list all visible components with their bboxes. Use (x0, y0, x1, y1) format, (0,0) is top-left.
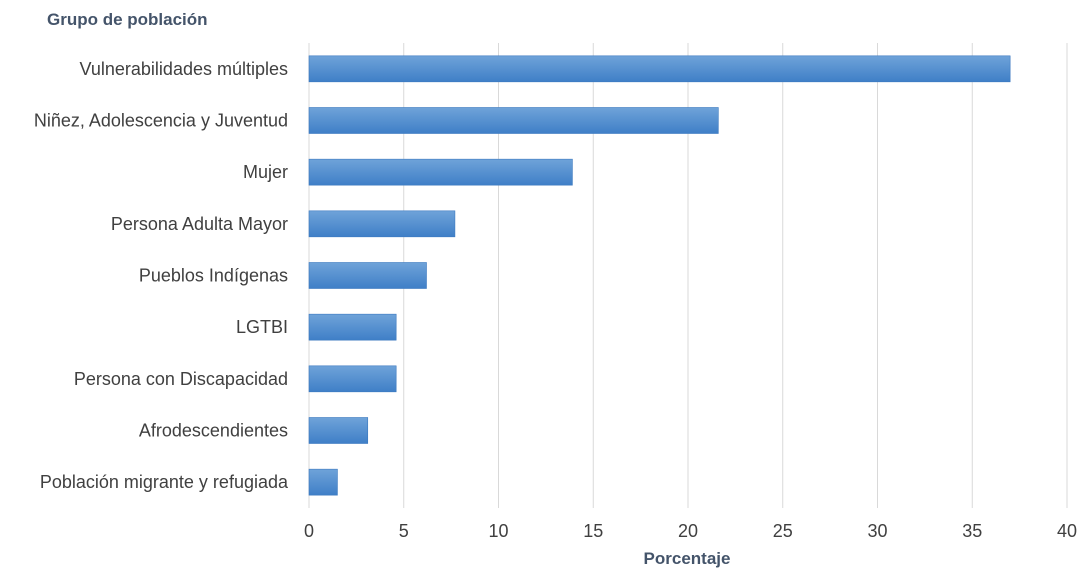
x-tick-label: 40 (1057, 521, 1077, 541)
category-label: Mujer (243, 162, 288, 182)
category-label: Pueblos Indígenas (139, 266, 288, 286)
x-axis-title: Porcentaje (643, 549, 731, 568)
category-label: Afrodescendientes (139, 421, 288, 441)
x-tick-label: 0 (304, 521, 314, 541)
x-tick-label: 30 (867, 521, 887, 541)
category-labels: Vulnerabilidades múltiples Niñez, Adolesc… (34, 59, 289, 492)
category-label: Vulnerabilidades múltiples (80, 59, 288, 79)
x-tick-label: 5 (399, 521, 409, 541)
category-label: Persona con Discapacidad (74, 369, 288, 389)
bar (308, 313, 397, 341)
x-tick-label: 15 (583, 521, 603, 541)
bar (308, 468, 338, 496)
x-tick-label: 10 (488, 521, 508, 541)
x-tick-label: 35 (962, 521, 982, 541)
x-tick-label: 20 (678, 521, 698, 541)
y-axis-title: Grupo de población (47, 10, 208, 29)
bars (308, 55, 1011, 496)
bar (308, 365, 397, 393)
category-label: Niñez, Adolescencia y Juventud (34, 111, 288, 131)
x-tick-labels: 0 5 10 15 20 25 30 35 40 (304, 521, 1077, 541)
bar (308, 262, 427, 289)
bar (308, 417, 369, 444)
x-tick-label: 25 (773, 521, 793, 541)
category-label: LGTBI (236, 317, 288, 337)
bar (308, 210, 456, 238)
category-label: Persona Adulta Mayor (111, 214, 288, 234)
bar (308, 158, 573, 186)
bar (308, 55, 1011, 83)
bar (308, 107, 719, 134)
category-label: Población migrante y refugiada (40, 472, 289, 492)
